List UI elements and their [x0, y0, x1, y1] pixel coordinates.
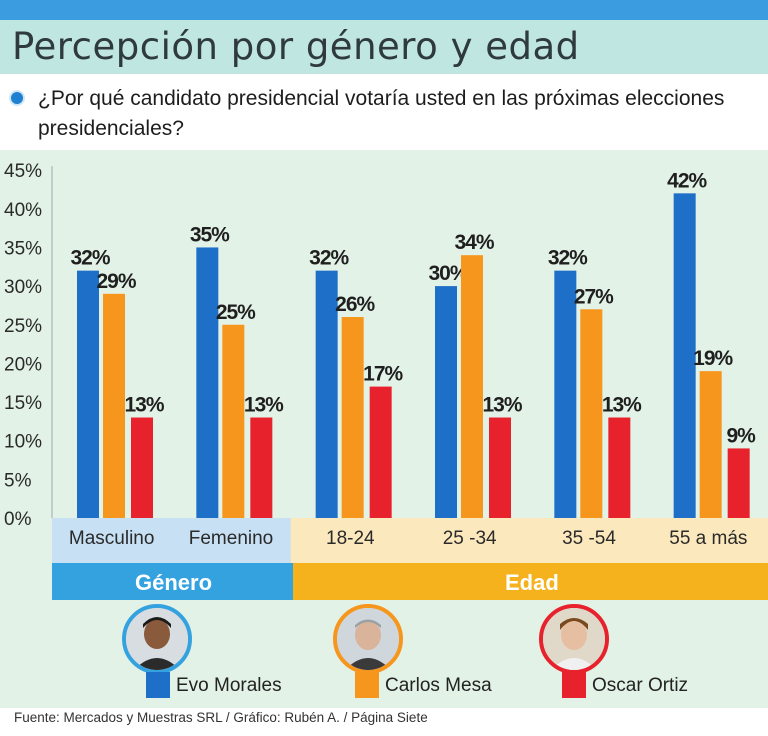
y-tick-label: 5%	[4, 470, 32, 491]
category-band	[52, 518, 172, 563]
data-label: 34%	[454, 231, 494, 254]
bar-oscar-ortiz	[131, 417, 153, 518]
y-tick-label: 10%	[4, 432, 42, 453]
category-band	[529, 518, 650, 563]
data-label: 30%	[428, 262, 468, 285]
oscar-ortiz-photo-icon	[539, 604, 609, 674]
data-label: 17%	[363, 363, 403, 386]
category-band	[410, 518, 530, 563]
page-title: Percepción por género y edad	[12, 25, 580, 68]
data-label: 35%	[190, 223, 230, 246]
title-band	[0, 20, 768, 74]
x-tick-label: 35 -54	[562, 528, 616, 549]
bar-evo-morales	[77, 270, 99, 518]
data-label: 13%	[602, 394, 642, 417]
x-tick-label: 18-24	[326, 528, 375, 549]
bar-carlos-mesa	[103, 293, 125, 518]
bar-oscar-ortiz	[250, 417, 273, 518]
y-tick-label: 35%	[4, 238, 42, 259]
data-label: 25%	[216, 301, 256, 324]
bar-oscar-ortiz	[489, 417, 511, 518]
data-label: 32%	[309, 247, 349, 270]
bar-oscar-ortiz	[727, 448, 750, 518]
bar-oscar-ortiz	[608, 417, 631, 518]
bullet-icon	[9, 90, 25, 106]
evo-morales-photo-icon	[122, 604, 192, 674]
top-color-bar	[0, 0, 768, 20]
bar-evo-morales	[435, 286, 457, 518]
legend-label-oscar-ortiz: Oscar Ortiz	[592, 675, 689, 696]
legend-swatch-evo-morales	[146, 672, 170, 698]
y-tick-label: 45%	[4, 161, 42, 182]
data-label: 32%	[548, 247, 588, 270]
legend-label-carlos-mesa: Carlos Mesa	[385, 675, 492, 696]
y-tick-label: 30%	[4, 277, 42, 298]
data-label: 26%	[335, 293, 375, 316]
data-label: 9%	[726, 424, 756, 447]
category-band	[171, 518, 292, 563]
y-tick-label: 40%	[4, 200, 42, 221]
carlos-mesa-photo-icon	[333, 604, 403, 674]
bar-carlos-mesa	[580, 309, 603, 518]
bar-carlos-mesa	[341, 317, 364, 518]
x-tick-label: 25 -34	[443, 528, 497, 549]
legend-swatch-carlos-mesa	[355, 672, 379, 698]
data-label: 27%	[574, 285, 614, 308]
source-credit: Fuente: Mercados y Muestras SRL / Gráfic…	[10, 710, 432, 725]
data-label: 29%	[96, 270, 136, 293]
data-label: 19%	[693, 347, 733, 370]
category-band	[290, 518, 411, 563]
bar-evo-morales	[315, 270, 338, 518]
bar-oscar-ortiz	[369, 386, 392, 518]
data-label: 13%	[124, 394, 164, 417]
data-label: 13%	[482, 394, 522, 417]
bar-carlos-mesa	[699, 371, 722, 518]
group-band-edad	[293, 563, 768, 600]
x-tick-label: Masculino	[69, 528, 155, 549]
bar-carlos-mesa	[461, 255, 483, 518]
group-label-edad: Edad	[505, 570, 559, 595]
bar-chart: 0% 5% 10% 15% 20% 25% 30% 35% 40% 45% Masculino Fem…	[4, 161, 768, 563]
data-label: 32%	[70, 247, 110, 270]
bar-carlos-mesa	[222, 324, 245, 518]
bar-evo-morales	[196, 247, 219, 518]
y-tick-label: 15%	[4, 393, 42, 414]
data-label: 13%	[244, 394, 284, 417]
legend-swatch-oscar-ortiz	[562, 672, 586, 698]
category-band	[648, 518, 768, 563]
bar-evo-morales	[673, 193, 696, 518]
legend-label-evo-morales: Evo Morales	[176, 675, 282, 696]
group-band-genero	[52, 563, 293, 600]
x-tick-label: 55 a más	[669, 528, 747, 549]
y-tick-label: 0%	[4, 509, 32, 530]
bar-evo-morales	[554, 270, 577, 518]
y-tick-label: 20%	[4, 354, 42, 375]
x-tick-label: Femenino	[189, 528, 274, 549]
y-tick-label: 25%	[4, 316, 42, 337]
data-label: 42%	[667, 169, 707, 192]
question-text: ¿Por qué candidato presidencial votaría …	[38, 87, 725, 140]
group-label-genero: Género	[135, 570, 213, 595]
